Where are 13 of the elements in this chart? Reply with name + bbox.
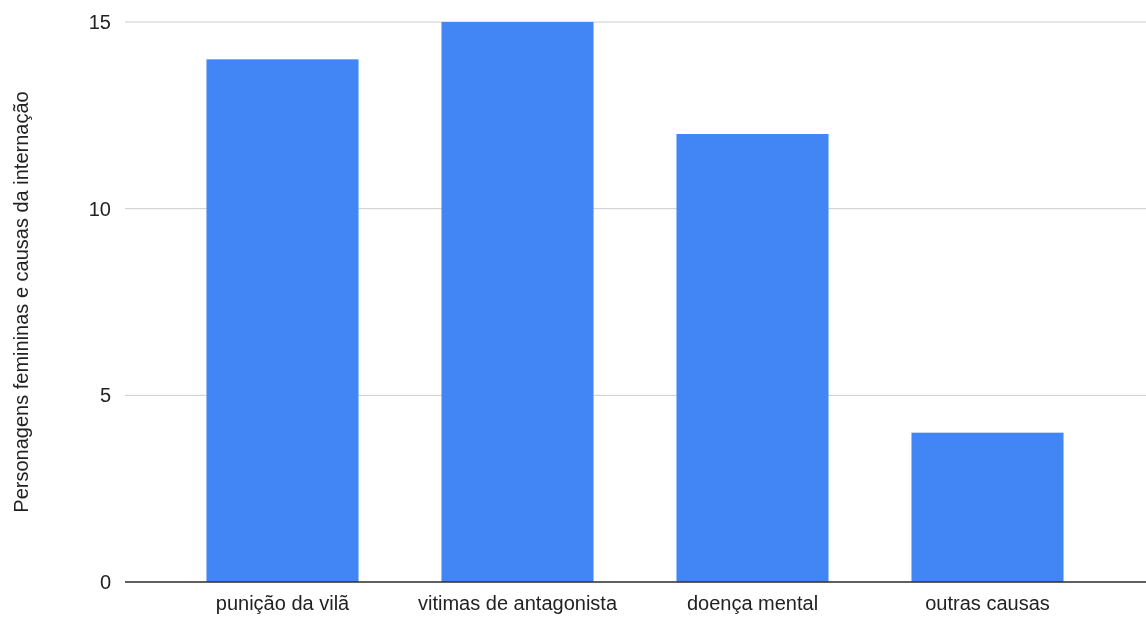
y-tick-label: 15	[88, 10, 111, 33]
bar	[206, 59, 359, 582]
x-tick-label: vitimas de antagonista	[417, 592, 618, 615]
bar	[911, 432, 1064, 582]
y-axis-title: Personagens femininas e causas da internação	[10, 91, 32, 513]
x-tick-label: punição da vilã	[215, 592, 351, 615]
bar	[441, 22, 594, 582]
x-tick-label: outras causas	[925, 592, 1050, 615]
y-tick-label: 10	[88, 197, 111, 220]
bar	[676, 134, 829, 582]
y-tick-label: 5	[99, 384, 111, 407]
y-tick-label: 0	[99, 570, 111, 593]
x-tick-label: doença mental	[686, 592, 819, 615]
